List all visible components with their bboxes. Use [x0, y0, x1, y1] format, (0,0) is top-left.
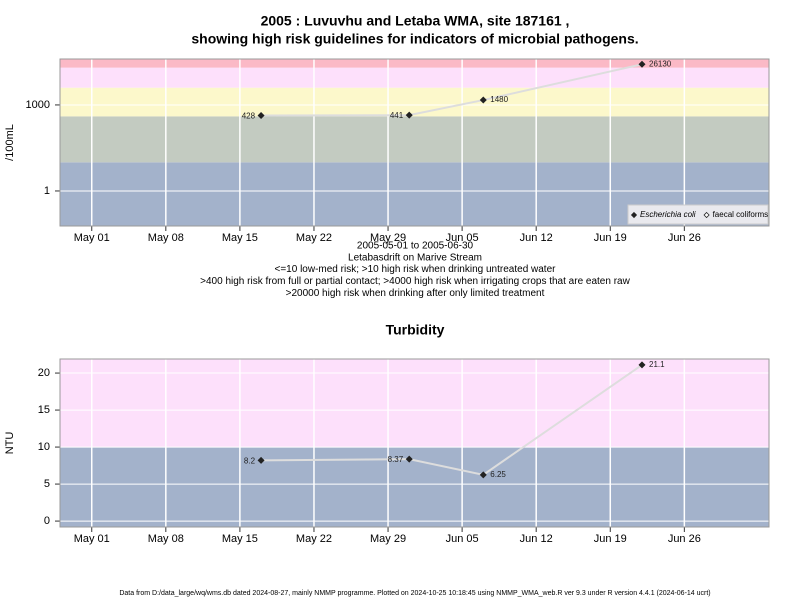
legend-marker: [630, 211, 638, 219]
chart-note: >400 high risk from full or partial cont…: [200, 276, 630, 287]
chart-note: <=10 low-med risk; >10 high risk when dr…: [275, 264, 557, 275]
data-point: [638, 60, 646, 68]
data-label: 8.2: [244, 457, 256, 466]
y-tick-label: 10: [38, 441, 50, 453]
footer: Data from D:/data_large/wq/wms.db dated …: [119, 590, 710, 597]
plot-frame: [59, 58, 770, 227]
y-tick-label: 20: [38, 367, 50, 379]
data-label: 21.1: [649, 360, 665, 369]
x-tick-label: May 15: [222, 533, 258, 545]
chart-title: showing high risk guidelines for indicat…: [191, 31, 638, 47]
data-label: 8.37: [388, 455, 404, 464]
data-label: 1480: [490, 95, 508, 104]
data-label: 6.25: [490, 470, 506, 479]
y-axis-label: /100mL: [4, 124, 16, 161]
chart-note: Letabasdrift on Marive Stream: [348, 252, 482, 263]
risk-band: [60, 87, 769, 117]
x-tick-label: May 01: [74, 232, 110, 244]
data-point: [638, 361, 646, 369]
series-line: [261, 364, 643, 476]
chart-title: 2005 : Luvuvhu and Letaba WMA, site 1871…: [261, 13, 570, 29]
y-tick-label: 5: [44, 478, 50, 490]
plot-frame: [59, 358, 770, 528]
risk-band: [60, 59, 769, 68]
data-label: 441: [390, 111, 404, 120]
data-point: [405, 455, 413, 463]
y-tick-label: 1: [44, 185, 50, 197]
y-tick-label: 1000: [26, 99, 50, 111]
x-tick-label: May 22: [296, 232, 332, 244]
x-tick-label: Jun 19: [594, 232, 627, 244]
data-point: [479, 96, 487, 104]
x-tick-label: May 29: [370, 232, 406, 244]
y-tick-label: 15: [38, 404, 50, 416]
y-axis-label: NTU: [4, 432, 16, 455]
legend-label: faecal coliforms: [713, 210, 769, 219]
legend-box: [627, 204, 769, 225]
data-label: 428: [242, 112, 256, 121]
x-tick-label: May 15: [222, 232, 258, 244]
x-tick-label: Jun 26: [668, 232, 701, 244]
x-tick-label: Jun 05: [446, 533, 479, 545]
data-point: [479, 471, 487, 479]
data-label: 26130: [649, 59, 672, 68]
x-tick-label: May 08: [148, 232, 184, 244]
x-tick-label: May 29: [370, 533, 406, 545]
data-point: [257, 456, 265, 464]
x-tick-label: Jun 05: [446, 232, 479, 244]
y-tick-label: 0: [44, 515, 50, 527]
chart-note: 2005-05-01 to 2005-06-30: [357, 241, 474, 252]
chart-note: >20000 high risk when drinking after onl…: [286, 288, 545, 299]
x-tick-label: May 08: [148, 533, 184, 545]
x-tick-label: Jun 26: [668, 533, 701, 545]
x-tick-label: May 22: [296, 533, 332, 545]
chart-title: Turbidity: [386, 322, 445, 338]
risk-band: [60, 67, 769, 88]
legend-marker: [703, 211, 710, 219]
x-tick-label: Jun 12: [520, 533, 553, 545]
x-tick-label: Jun 12: [520, 232, 553, 244]
x-tick-label: May 01: [74, 533, 110, 545]
risk-band: [60, 359, 769, 448]
risk-band: [60, 116, 769, 163]
legend-label: Escherichia coli: [640, 210, 696, 219]
data-point: [405, 111, 413, 119]
data-point: [257, 112, 265, 120]
x-tick-label: Jun 19: [594, 533, 627, 545]
series-line: [261, 63, 643, 117]
